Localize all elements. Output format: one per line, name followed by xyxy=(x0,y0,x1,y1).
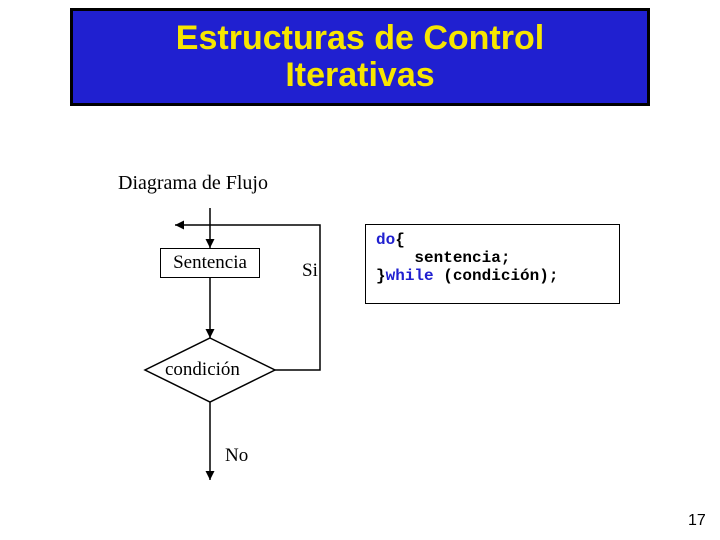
code-text: } xyxy=(376,267,386,285)
code-text: (condición); xyxy=(434,267,559,285)
code-text: sentencia; xyxy=(376,249,510,267)
code-snippet: do{ sentencia;}while (condición); xyxy=(365,224,620,304)
flow-edge-label-no: No xyxy=(225,445,248,467)
code-line: sentencia; xyxy=(376,249,609,267)
flow-node-sentencia-label: Sentencia xyxy=(173,252,247,274)
code-keyword: while xyxy=(386,267,434,285)
code-line: }while (condición); xyxy=(376,267,609,285)
flow-edge-label-si: Si xyxy=(302,260,318,282)
code-line: do{ xyxy=(376,231,609,249)
flow-node-sentencia: Sentencia xyxy=(160,248,260,278)
code-keyword: do xyxy=(376,231,395,249)
flow-node-condicion-label: condición xyxy=(165,359,240,381)
code-text: { xyxy=(395,231,405,249)
page-number: 17 xyxy=(688,512,706,530)
